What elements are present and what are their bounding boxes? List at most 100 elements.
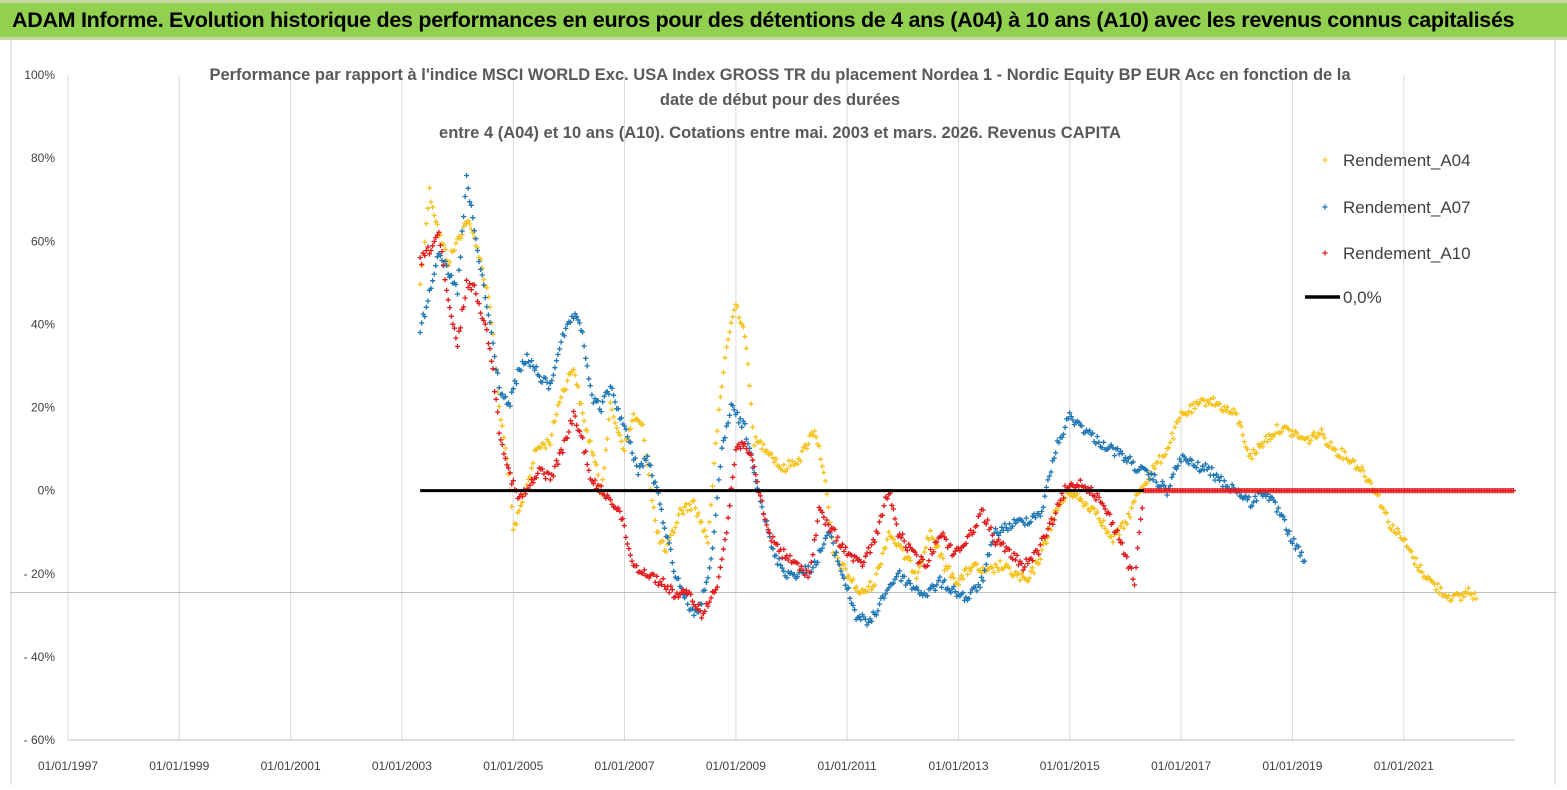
data-point	[632, 455, 638, 461]
data-point	[982, 567, 988, 573]
data-point	[1388, 527, 1394, 533]
data-point	[727, 329, 733, 335]
data-point	[512, 378, 518, 384]
data-point	[794, 461, 800, 467]
data-point	[1193, 465, 1199, 471]
data-point	[1005, 527, 1011, 533]
data-point	[590, 452, 596, 458]
data-point	[1424, 576, 1430, 582]
data-point	[1224, 404, 1230, 410]
data-point	[928, 585, 934, 591]
data-point	[1184, 412, 1190, 418]
data-point	[805, 441, 811, 447]
data-point	[1068, 414, 1074, 420]
data-point	[614, 425, 620, 431]
data-point	[811, 558, 818, 564]
data-point	[1260, 443, 1266, 450]
data-point	[927, 528, 934, 534]
data-point	[802, 572, 808, 578]
data-point	[505, 465, 512, 471]
data-point	[951, 551, 957, 557]
data-point	[553, 457, 560, 464]
data-point	[1184, 458, 1190, 464]
data-point	[1119, 520, 1125, 526]
data-point	[739, 424, 745, 430]
data-point	[816, 504, 822, 511]
data-point	[948, 590, 954, 596]
data-point	[467, 199, 473, 205]
data-point	[710, 545, 716, 551]
data-point	[546, 386, 552, 392]
data-point	[992, 561, 998, 567]
data-point	[781, 568, 787, 574]
data-point	[595, 472, 601, 478]
data-point	[609, 385, 615, 391]
data-point	[1136, 529, 1142, 536]
data-point	[502, 394, 508, 400]
data-point	[557, 399, 563, 405]
data-point	[498, 437, 504, 443]
data-point	[1138, 516, 1144, 522]
data-point	[988, 524, 994, 531]
data-point	[453, 335, 459, 341]
data-point	[666, 590, 672, 596]
data-point	[1119, 540, 1125, 546]
data-point	[461, 224, 467, 230]
data-point	[937, 574, 943, 580]
data-point	[493, 396, 499, 402]
data-point	[736, 315, 742, 321]
data-point	[988, 542, 994, 548]
data-point	[674, 590, 680, 596]
data-point	[1189, 410, 1195, 416]
data-point	[505, 400, 512, 406]
data-point	[529, 465, 535, 471]
data-point	[442, 246, 448, 252]
data-point	[1031, 570, 1037, 576]
data-point	[833, 549, 839, 555]
x-tick-label: 01/01/2003	[372, 759, 432, 773]
data-point	[462, 295, 468, 301]
data-point	[453, 281, 459, 288]
data-point	[1272, 430, 1278, 437]
data-point	[705, 540, 711, 546]
data-point	[1019, 570, 1025, 577]
data-point	[835, 558, 841, 564]
data-point	[1229, 482, 1235, 488]
report-banner: ADAM Informe. Evolution historique des p…	[0, 0, 1567, 40]
x-tick-label: 01/01/2001	[261, 759, 321, 773]
data-point	[730, 403, 736, 409]
data-point	[898, 543, 904, 549]
data-point	[948, 574, 954, 580]
data-point	[581, 343, 587, 349]
data-point	[843, 544, 849, 550]
data-point	[685, 508, 691, 514]
data-point	[456, 328, 462, 334]
data-point	[965, 571, 971, 577]
data-point	[974, 523, 980, 529]
data-point	[1320, 431, 1326, 437]
data-point	[488, 358, 495, 364]
data-point	[471, 228, 477, 234]
data-point	[615, 406, 621, 412]
data-point	[437, 253, 443, 259]
data-point	[609, 501, 615, 507]
data-point	[425, 205, 431, 211]
data-point	[564, 435, 570, 441]
data-point	[1220, 409, 1226, 415]
data-point	[694, 513, 700, 519]
data-point	[938, 533, 945, 539]
data-point	[476, 258, 482, 265]
data-point	[807, 569, 813, 575]
data-point	[612, 399, 618, 405]
data-point	[1096, 494, 1102, 500]
data-point	[671, 568, 677, 574]
report-title: ADAM Informe. Evolution historique des p…	[12, 7, 1515, 32]
data-point	[1006, 565, 1013, 571]
data-point	[652, 479, 658, 485]
data-point	[1121, 525, 1127, 531]
data-point	[1473, 596, 1479, 602]
x-tick-label: 01/01/2011	[818, 759, 877, 773]
data-point	[516, 508, 522, 514]
data-point	[689, 598, 695, 604]
data-point	[839, 572, 845, 578]
